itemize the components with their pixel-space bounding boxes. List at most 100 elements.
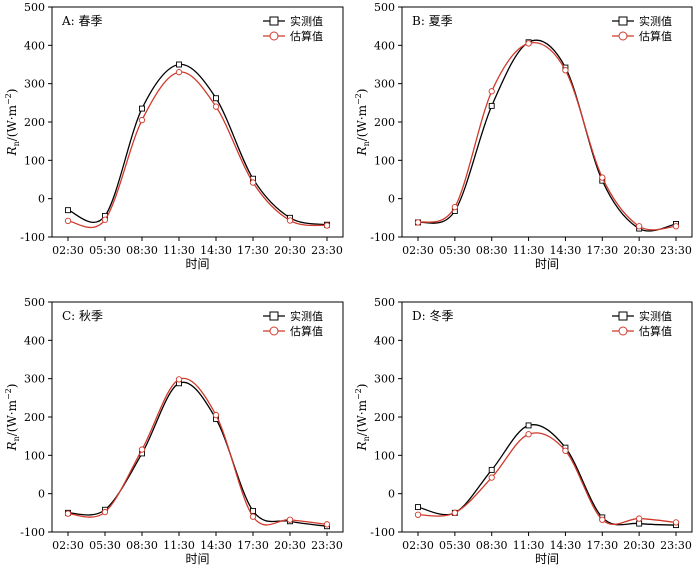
chart-panel-2: -100 0 100 200 300 400 500 02:30 05:30 08:30 11:30… [354, 1, 693, 271]
data-point [175, 69, 183, 76]
y-tick-label: 400 [24, 334, 45, 347]
data-point [525, 40, 532, 47]
data-point [525, 422, 532, 429]
y-tick-label: 400 [374, 334, 395, 347]
legend-marker [269, 311, 279, 321]
data-point [488, 102, 495, 109]
y-tick-label: 400 [24, 39, 45, 52]
data-point [488, 88, 495, 95]
x-tick-label: 08:30 [126, 539, 158, 552]
x-tick-label: 05:30 [89, 244, 121, 257]
x-tick-label: 14:30 [550, 539, 582, 552]
x-axis-label: 时间 [535, 257, 559, 271]
y-tick-label: 100 [374, 154, 395, 167]
x-tick-label: 08:30 [476, 539, 508, 552]
series-line-2 [417, 41, 677, 231]
legend-marker [269, 326, 279, 336]
x-tick-label: 17:30 [237, 539, 269, 552]
y-label-subscript: n [362, 436, 371, 441]
y-label-symbol: R [355, 441, 369, 451]
x-tick-label: 08:30 [126, 244, 158, 257]
y-label-unit: /(W·m [355, 399, 369, 436]
x-tick-label: 17:30 [586, 244, 618, 257]
series-line-1 [417, 39, 677, 232]
data-point [635, 223, 643, 230]
y-label-symbol: R [355, 146, 369, 156]
x-tick-label: 02:30 [402, 539, 434, 552]
data-point [415, 504, 421, 511]
series-line-1 [67, 381, 328, 527]
legend-label: 估算值 [290, 324, 323, 338]
x-tick-label: 23:30 [660, 539, 692, 552]
data-point [139, 105, 145, 112]
series-line-1 [67, 63, 328, 226]
y-tick-label: 0 [38, 488, 45, 501]
y-label-close: ) [355, 384, 369, 389]
legend-label: 实测值 [639, 14, 672, 28]
y-tick-label: 500 [374, 1, 395, 14]
x-tick-label: 14:30 [200, 539, 232, 552]
data-point [64, 217, 72, 225]
x-tick-label: 05:30 [89, 539, 121, 552]
chart-panel-1: -100 0 100 200 300 400 500 02:30 05:30 08:30 11:30… [4, 1, 344, 271]
x-axis-label: 时间 [185, 552, 209, 566]
x-tick-label: 23:30 [311, 539, 343, 552]
x-tick-label: 23:30 [311, 244, 343, 257]
y-tick-label: 100 [24, 449, 45, 462]
legend-marker [269, 16, 279, 26]
data-point [414, 219, 422, 226]
y-tick-label: 0 [388, 488, 395, 501]
y-label-symbol: R [5, 441, 19, 451]
x-tick-label: 17:30 [586, 539, 618, 552]
data-point [636, 520, 643, 527]
x-tick-label: 20:30 [623, 244, 655, 257]
legend-label: 实测值 [290, 309, 323, 323]
series-line-2 [67, 377, 328, 526]
panel-title: A: 春季 [61, 14, 103, 28]
x-tick-label: 02:30 [52, 539, 84, 552]
y-tick-label: 300 [374, 373, 395, 386]
y-tick-label: 300 [24, 373, 45, 386]
x-tick-label: 11:30 [163, 539, 195, 552]
y-tick-label: 300 [24, 78, 45, 91]
legend-marker [269, 31, 279, 41]
y-label-close: ) [355, 89, 369, 94]
x-tick-label: 14:30 [550, 244, 582, 257]
legend-marker [618, 326, 628, 336]
x-tick-label: 02:30 [402, 244, 434, 257]
data-point [635, 515, 643, 522]
series-line-2 [417, 432, 677, 525]
x-tick-label: 17:30 [237, 244, 269, 257]
panel-title: C: 秋季 [62, 309, 103, 323]
data-point [414, 511, 422, 518]
x-tick-label: 14:30 [200, 244, 232, 257]
legend-marker [618, 31, 628, 41]
y-tick-label: 200 [374, 116, 395, 129]
data-point [138, 446, 146, 453]
y-tick-label: 500 [24, 296, 45, 309]
data-point [65, 207, 71, 214]
y-label-subscript: n [12, 141, 21, 146]
y-tick-label: 500 [374, 296, 395, 309]
data-point [138, 116, 146, 124]
y-tick-label: 500 [24, 1, 45, 14]
y-label-superscript: −2 [354, 93, 363, 105]
y-tick-label: 400 [374, 39, 395, 52]
y-tick-label: -100 [20, 231, 45, 244]
y-label-close: ) [5, 384, 19, 389]
y-label-superscript: −2 [4, 93, 13, 105]
panel-title: D: 冬季 [412, 308, 453, 323]
data-point [562, 67, 569, 74]
x-axis-label: 时间 [185, 257, 209, 271]
data-point [64, 510, 72, 517]
x-tick-label: 23:30 [660, 244, 692, 257]
panel-title: B: 夏季 [412, 14, 453, 28]
y-axis-label: Rn/(W·m−2) [4, 384, 21, 452]
y-label-subscript: n [12, 436, 21, 441]
data-point [672, 519, 680, 526]
legend-label: 实测值 [290, 14, 323, 28]
y-tick-label: 0 [38, 193, 45, 206]
y-tick-label: 100 [374, 449, 395, 462]
data-point [176, 61, 182, 68]
